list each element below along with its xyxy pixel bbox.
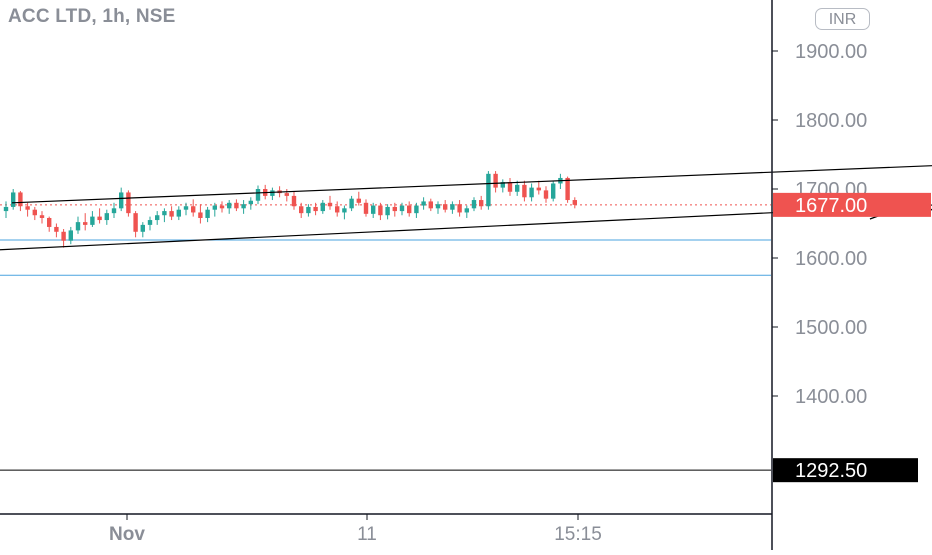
current-price-tag <box>773 192 931 217</box>
candle-body <box>536 187 541 191</box>
candle-body <box>68 230 73 241</box>
candle-body <box>551 183 556 199</box>
candle-body <box>335 206 340 213</box>
candle-body <box>363 202 369 214</box>
candle-body <box>471 200 477 209</box>
candle-body <box>284 193 289 196</box>
candle-body <box>212 205 217 210</box>
candles <box>3 171 577 248</box>
candle-body <box>450 204 455 210</box>
x-tick-label: 11 <box>357 524 377 545</box>
candle-body <box>169 211 174 217</box>
candle-body <box>25 206 30 210</box>
candle-body <box>39 215 45 218</box>
candle-body <box>378 205 383 216</box>
candle-body <box>320 202 325 212</box>
candle-body <box>428 201 433 209</box>
candle-body <box>61 231 66 241</box>
candle-body <box>306 206 311 214</box>
candle-body <box>111 208 117 214</box>
candle-body <box>349 198 354 209</box>
candle-body <box>90 216 95 225</box>
candle-body <box>572 200 577 205</box>
y-tick-label: 1800.00 <box>795 110 867 132</box>
candle-body <box>255 189 261 201</box>
candle-body <box>507 182 513 192</box>
candle-body <box>248 200 253 205</box>
candle-body <box>133 213 138 232</box>
candle-body <box>198 212 203 218</box>
y-tick-label: 1900.00 <box>795 41 867 63</box>
candle-body <box>75 222 81 231</box>
candle-body <box>11 192 16 207</box>
candle-body <box>18 192 23 207</box>
candle-body <box>227 202 232 209</box>
candle-body <box>126 192 131 214</box>
candle-body <box>327 202 333 207</box>
candle-body <box>155 215 160 221</box>
candle-body <box>183 206 189 210</box>
candle-body <box>407 205 412 214</box>
candle-body <box>54 226 59 232</box>
y-tick-label: 1600.00 <box>795 248 867 270</box>
chart-title: ACC LTD, 1h, NSE <box>8 6 176 27</box>
candle-body <box>83 222 88 225</box>
currency-badge[interactable]: INR <box>815 8 870 30</box>
candle-body <box>479 200 484 207</box>
channel-upper-line[interactable] <box>11 165 932 204</box>
candle-body <box>457 204 462 213</box>
candle-body <box>47 217 52 227</box>
candle-body <box>529 187 534 198</box>
candle-body <box>97 216 102 221</box>
candle-body <box>385 206 390 216</box>
candle-body <box>32 209 37 216</box>
candle-body <box>486 173 491 207</box>
candle-body <box>147 220 153 225</box>
x-tick-label: Nov <box>109 524 145 545</box>
candle-body <box>219 205 225 209</box>
candle-body <box>104 213 109 221</box>
x-tick-label: 15:15 <box>554 524 602 545</box>
candle-body <box>493 173 498 188</box>
candle-body <box>421 201 426 206</box>
candle-body <box>500 182 505 188</box>
candle-body <box>342 208 347 213</box>
candle-body <box>241 204 246 209</box>
candle-body <box>176 209 181 217</box>
candle-body <box>522 184 527 198</box>
candle-body <box>356 198 361 203</box>
candle-body <box>313 206 318 212</box>
candle-body <box>162 211 167 216</box>
candle-body <box>270 190 275 196</box>
candle-body <box>464 208 469 213</box>
candle-body <box>543 190 549 199</box>
candle-body <box>392 206 397 212</box>
marked-level-tag <box>773 458 918 483</box>
y-tick-label: 1400.00 <box>795 386 867 408</box>
candle-body <box>443 204 448 210</box>
candle-body <box>515 184 520 192</box>
candle-body <box>371 205 376 214</box>
candle-body <box>565 177 570 201</box>
candle-body <box>140 224 145 232</box>
candle-body <box>191 206 196 213</box>
drawing-lines <box>0 204 771 471</box>
candle-body <box>291 195 297 207</box>
candle-body <box>399 205 405 212</box>
current-price-label: 1677.00 <box>795 195 867 217</box>
candle-body <box>205 209 210 218</box>
candle-body <box>234 202 239 209</box>
candle-body <box>3 206 9 212</box>
y-tick-label: 1500.00 <box>795 317 867 339</box>
marked-level-label: 1292.50 <box>795 460 867 482</box>
candle-body <box>435 204 441 209</box>
candle-body <box>119 192 124 209</box>
candle-body <box>299 206 304 214</box>
candle-body <box>414 205 419 214</box>
